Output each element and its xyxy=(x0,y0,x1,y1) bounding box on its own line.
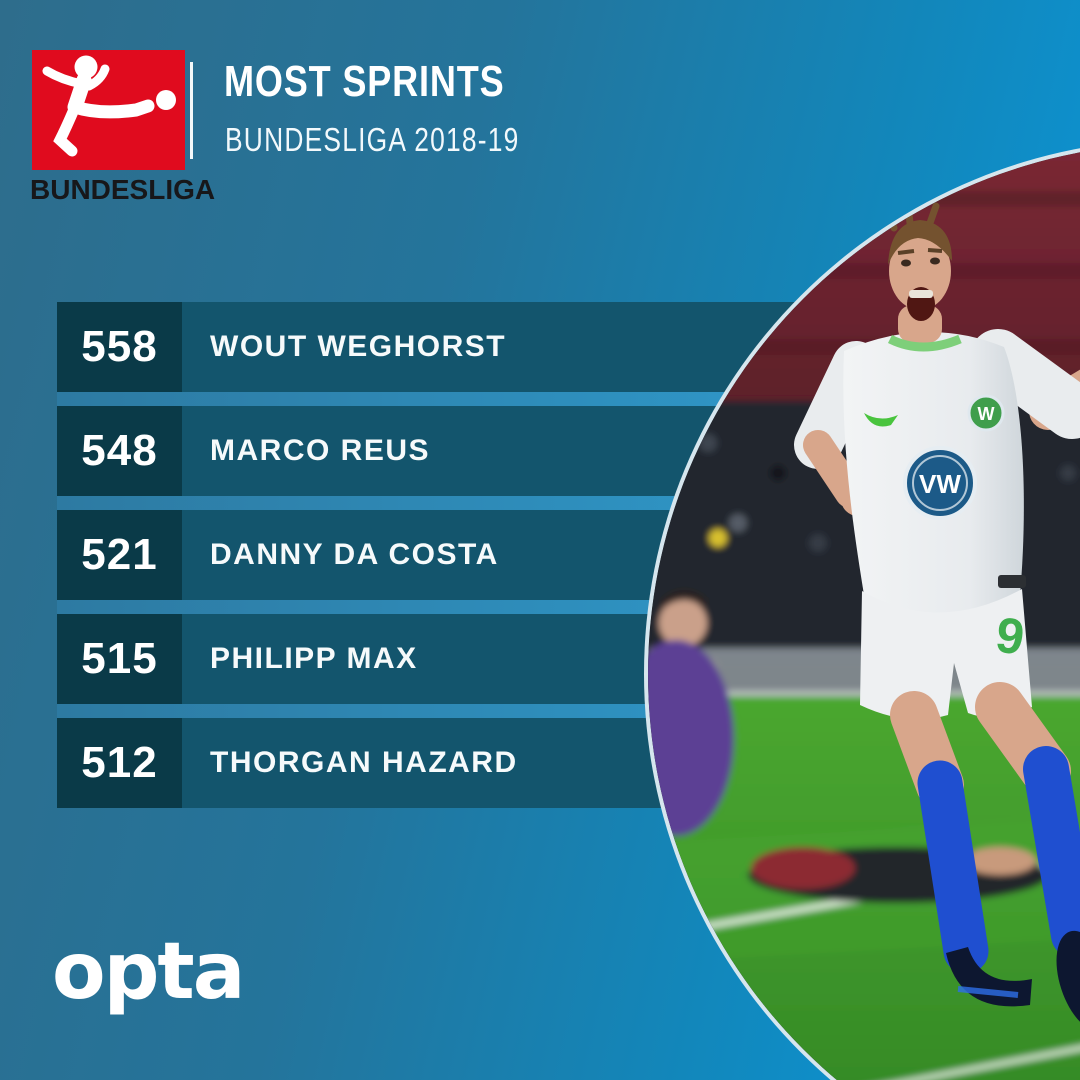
opta-logo: opta xyxy=(52,927,245,1017)
hair xyxy=(888,220,952,265)
page-subtitle: BUNDESLIGA 2018-19 xyxy=(225,121,520,158)
header-divider xyxy=(190,62,193,159)
row-divider xyxy=(57,392,800,406)
bundesliga-logo xyxy=(32,50,185,170)
row-divider xyxy=(57,704,800,718)
sprint-count: 521 xyxy=(57,510,182,600)
table-row: 558 WOUT WEGHORST xyxy=(57,302,800,392)
sprint-count: 558 xyxy=(57,302,182,392)
blue-sock xyxy=(1023,746,1080,958)
sprint-count: 512 xyxy=(57,718,182,808)
svg-text:VW: VW xyxy=(919,469,961,499)
celebrating-player: 9 W xyxy=(794,201,1080,1032)
bundesliga-wordmark: BUNDESLIGA xyxy=(30,174,216,205)
row-divider xyxy=(57,600,800,614)
bundesliga-logo-icon xyxy=(32,50,185,170)
fallen-player-figure xyxy=(748,847,1048,903)
sprint-count: 515 xyxy=(57,614,182,704)
svg-text:W: W xyxy=(978,404,995,424)
player-photo-scene: 9 W xyxy=(648,143,1080,1080)
football-boot xyxy=(1056,930,1080,1032)
page-title: MOST SPRINTS xyxy=(224,57,505,106)
player-name: MARCO REUS xyxy=(210,434,431,467)
kicking-player-icon xyxy=(42,64,155,157)
football-icon xyxy=(156,90,176,110)
player-name: WOUT WEGHORST xyxy=(210,330,507,363)
player-head xyxy=(74,55,98,79)
vw-badge: VW xyxy=(903,446,977,520)
player-photo: 9 W xyxy=(644,139,1080,1080)
blue-sock xyxy=(917,760,989,974)
player-name: DANNY DA COSTA xyxy=(210,538,499,571)
player-name: THORGAN HAZARD xyxy=(210,746,518,779)
sprint-count: 548 xyxy=(57,406,182,496)
wolfsburg-crest: W xyxy=(967,394,1005,432)
nike-swoosh-icon xyxy=(864,413,898,427)
player-name: PHILIPP MAX xyxy=(210,642,418,675)
goalkeeper-figure xyxy=(648,589,734,836)
row-divider xyxy=(57,496,800,510)
